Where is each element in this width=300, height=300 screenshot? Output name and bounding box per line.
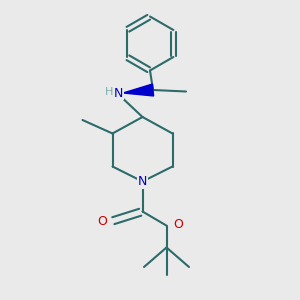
Text: O: O	[97, 215, 107, 228]
Text: H: H	[104, 86, 113, 97]
Text: N: N	[114, 86, 123, 100]
Text: O: O	[173, 218, 183, 231]
Polygon shape	[123, 84, 154, 96]
Text: N: N	[138, 175, 147, 188]
